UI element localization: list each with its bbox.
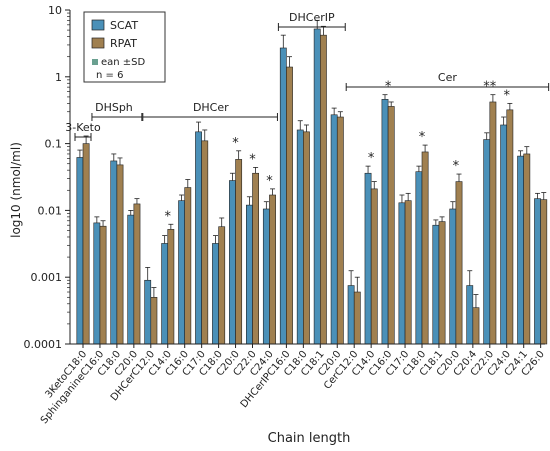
bar-scat	[313, 28, 321, 345]
legend-label-rpat: RPAT	[110, 37, 137, 50]
bar-rpat	[235, 159, 243, 345]
bar-scat	[76, 157, 84, 345]
significance-marker: *	[266, 174, 273, 189]
bar-rpat	[150, 297, 158, 345]
bar-rpat	[286, 66, 293, 345]
bar-scat	[296, 129, 304, 345]
bar-rpat	[370, 188, 378, 345]
bar-scat	[449, 208, 457, 345]
legend-note-mean: ean ±SD	[101, 57, 146, 68]
bar-scat	[398, 202, 406, 345]
y-tick-label: 0.0001	[24, 338, 63, 351]
bar-rpat	[269, 194, 276, 345]
bar-rpat	[319, 34, 327, 345]
bar-rpat	[387, 106, 395, 345]
legend-note-n: n = 6	[96, 70, 123, 81]
bars	[76, 19, 548, 345]
bar-rpat	[404, 200, 412, 345]
bar-scat	[432, 224, 440, 345]
bar-rpat	[506, 109, 514, 345]
significance-marker: *	[249, 152, 256, 167]
significance-marker: *	[368, 151, 375, 166]
group-label: DHCer	[193, 101, 229, 114]
bar-scat	[246, 204, 253, 345]
bar-rpat	[252, 172, 259, 345]
significance-marker: *	[453, 159, 460, 174]
bar-rpat	[99, 225, 107, 345]
bar-rpat	[438, 221, 446, 345]
group-label: 3-Keto	[65, 121, 101, 134]
bar-scat	[212, 243, 219, 345]
y-tick-label: 10	[48, 4, 62, 17]
bar-rpat	[523, 153, 531, 345]
bar-rpat	[303, 131, 310, 345]
bar-scat	[500, 124, 508, 345]
bar-rpat	[472, 307, 480, 345]
bar-scat	[483, 139, 491, 345]
y-tick-label: 0.001	[31, 271, 63, 284]
y-axis-title: log10 (nmol/ml)	[9, 142, 23, 238]
bar-rpat	[116, 164, 124, 345]
significance-marker: *	[504, 88, 511, 103]
bar-rpat	[421, 151, 429, 345]
bar-rpat	[540, 199, 548, 345]
significance-marker: *	[232, 136, 239, 151]
bar-scat	[364, 172, 372, 345]
bar-rpat	[167, 229, 175, 345]
legend-label-scat: SCAT	[110, 19, 138, 32]
bar-scat	[195, 131, 202, 345]
legend-swatch-rpat	[91, 37, 105, 49]
bar-scat	[93, 222, 101, 345]
legend: SCAT RPAT ean ±SD n = 6	[83, 11, 166, 83]
y-tick-label: 1	[55, 71, 62, 84]
legend-swatch-scat	[91, 19, 105, 31]
bar-scat	[381, 99, 389, 345]
y-tick-label: 0.1	[45, 138, 63, 151]
bar-rpat	[184, 187, 192, 345]
group-label: DHSph	[95, 101, 133, 114]
bar-rpat	[455, 181, 463, 345]
bar-scat	[110, 160, 118, 345]
group-label: Cer	[438, 71, 457, 84]
significance-marker: *	[419, 130, 426, 145]
y-tick-label: 0.01	[38, 204, 63, 217]
bar-rpat	[201, 140, 209, 345]
bar-scat	[534, 198, 541, 345]
bar-scat	[229, 180, 236, 345]
bar-scat	[161, 243, 169, 345]
bar-scat	[517, 155, 524, 345]
bar-scat	[262, 208, 270, 345]
bar-rpat	[353, 291, 361, 345]
bar-rpat	[82, 143, 90, 345]
bar-scat	[279, 47, 287, 345]
bar-rpat	[133, 203, 141, 345]
group-label: DHCerIP	[289, 11, 335, 24]
bar-scat	[330, 114, 338, 345]
x-axis-title: Chain length	[268, 431, 351, 446]
bar-scat	[466, 285, 474, 345]
bar-rpat	[336, 116, 344, 345]
bar-scat	[415, 171, 423, 345]
bar-scat	[347, 285, 355, 345]
significance-marker: *	[165, 209, 172, 224]
bar-rpat	[218, 226, 226, 345]
legend-swatch-mean	[92, 59, 98, 65]
bar-rpat	[489, 101, 497, 345]
bar-scat	[178, 200, 185, 345]
bar-scat	[144, 279, 152, 345]
bar-scat	[127, 214, 135, 345]
